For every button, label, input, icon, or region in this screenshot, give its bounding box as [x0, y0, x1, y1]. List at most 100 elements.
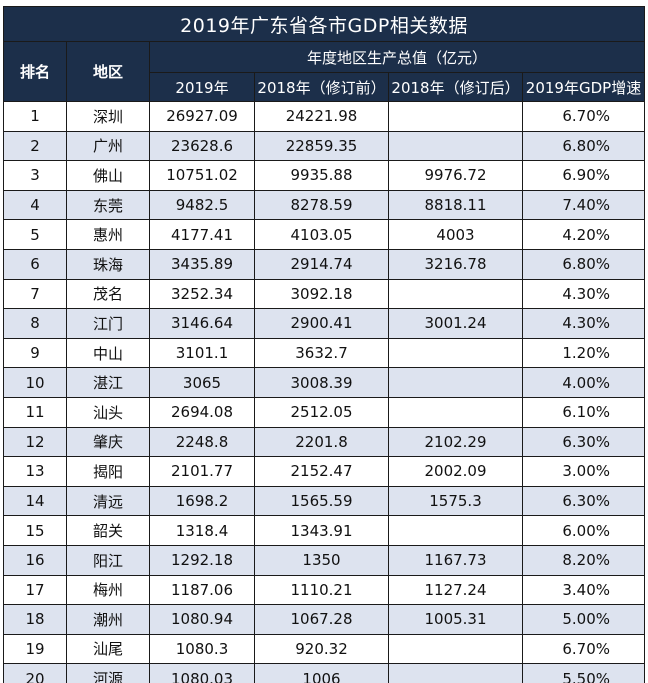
cell-region[interactable]: 肇庆 [66, 426, 150, 458]
cell-rank[interactable]: 11 [3, 396, 67, 428]
cell-gdp-2019[interactable]: 23628.6 [149, 130, 255, 162]
cell-rank[interactable]: 7 [3, 278, 67, 310]
cell-growth[interactable]: 4.20% [521, 219, 646, 250]
header-gdp-group[interactable]: 年度地区生产总值（亿元） [148, 41, 646, 73]
cell-gdp-2018-after[interactable]: 2002.09 [388, 456, 523, 487]
cell-gdp-2018-after[interactable] [388, 396, 523, 428]
cell-gdp-2018-before[interactable]: 2900.41 [254, 308, 389, 339]
cell-growth[interactable]: 6.70% [521, 101, 646, 132]
cell-rank[interactable]: 12 [3, 426, 67, 458]
cell-growth[interactable]: 5.50% [521, 663, 646, 683]
cell-gdp-2019[interactable]: 1080.3 [149, 633, 255, 665]
cell-growth[interactable]: 6.30% [521, 485, 646, 517]
cell-growth[interactable]: 6.80% [521, 130, 646, 162]
cell-region[interactable]: 湛江 [66, 367, 150, 398]
cell-gdp-2019[interactable]: 4177.41 [149, 219, 255, 250]
cell-gdp-2018-before[interactable]: 9935.88 [254, 160, 389, 191]
cell-gdp-2019[interactable]: 26927.09 [149, 101, 255, 132]
cell-gdp-2018-after[interactable]: 3216.78 [388, 248, 523, 280]
cell-rank[interactable]: 14 [3, 485, 67, 517]
cell-gdp-2018-before[interactable]: 2512.05 [254, 396, 389, 428]
cell-growth[interactable]: 3.00% [521, 456, 646, 487]
cell-gdp-2018-before[interactable]: 1006 [254, 663, 389, 683]
cell-rank[interactable]: 10 [3, 367, 67, 398]
cell-gdp-2018-before[interactable]: 2914.74 [254, 248, 389, 280]
cell-gdp-2018-after[interactable] [388, 367, 523, 398]
cell-gdp-2018-after[interactable] [388, 130, 523, 162]
cell-gdp-2018-before[interactable]: 3092.18 [254, 278, 389, 310]
cell-growth[interactable]: 8.20% [521, 544, 646, 576]
cell-gdp-2018-before[interactable]: 1110.21 [254, 574, 389, 606]
cell-region[interactable]: 珠海 [66, 248, 150, 280]
cell-region[interactable]: 韶关 [66, 515, 150, 546]
cell-gdp-2018-before[interactable]: 3632.7 [254, 337, 389, 369]
cell-growth[interactable]: 6.00% [521, 515, 646, 546]
cell-growth[interactable]: 7.40% [521, 189, 646, 221]
cell-gdp-2018-after[interactable] [388, 515, 523, 546]
cell-gdp-2018-after[interactable]: 9976.72 [388, 160, 523, 191]
cell-gdp-2018-before[interactable]: 8278.59 [254, 189, 389, 221]
cell-gdp-2019[interactable]: 1080.03 [149, 663, 255, 683]
cell-region[interactable]: 阳江 [66, 544, 150, 576]
cell-gdp-2018-after[interactable]: 2102.29 [388, 426, 523, 458]
cell-rank[interactable]: 4 [3, 189, 67, 221]
cell-gdp-2018-after[interactable] [388, 101, 523, 132]
table-title[interactable]: 2019年广东省各市GDP相关数据 [2, 6, 646, 42]
cell-region[interactable]: 揭阳 [66, 456, 150, 487]
cell-gdp-2018-before[interactable]: 1343.91 [254, 515, 389, 546]
cell-rank[interactable]: 13 [3, 456, 67, 487]
cell-gdp-2018-after[interactable]: 1005.31 [388, 604, 523, 635]
cell-gdp-2018-after[interactable] [388, 663, 523, 683]
cell-growth[interactable]: 3.40% [521, 574, 646, 606]
cell-gdp-2019[interactable]: 1698.2 [149, 485, 255, 517]
cell-gdp-2019[interactable]: 1080.94 [149, 604, 255, 635]
cell-gdp-2018-before[interactable]: 920.32 [254, 633, 389, 665]
header-region[interactable]: 地区 [66, 41, 150, 102]
cell-growth[interactable]: 5.00% [521, 604, 646, 635]
cell-rank[interactable]: 18 [3, 604, 67, 635]
cell-region[interactable]: 梅州 [66, 574, 150, 606]
cell-gdp-2018-after[interactable] [388, 278, 523, 310]
cell-gdp-2018-after[interactable]: 1575.3 [388, 485, 523, 517]
cell-gdp-2019[interactable]: 1187.06 [149, 574, 255, 606]
cell-growth[interactable]: 6.90% [521, 160, 646, 191]
cell-region[interactable]: 汕头 [66, 396, 150, 428]
cell-region[interactable]: 汕尾 [66, 633, 150, 665]
cell-gdp-2018-after[interactable]: 1167.73 [388, 544, 523, 576]
cell-gdp-2018-before[interactable]: 2152.47 [254, 456, 389, 487]
cell-growth[interactable]: 6.10% [521, 396, 646, 428]
cell-gdp-2019[interactable]: 10751.02 [149, 160, 255, 191]
header-rank[interactable]: 排名 [3, 41, 67, 102]
cell-gdp-2019[interactable]: 2248.8 [149, 426, 255, 458]
cell-gdp-2019[interactable]: 2101.77 [149, 456, 255, 487]
cell-rank[interactable]: 3 [3, 160, 67, 191]
cell-gdp-2018-before[interactable]: 1067.28 [254, 604, 389, 635]
cell-gdp-2018-before[interactable]: 24221.98 [254, 101, 389, 132]
cell-rank[interactable]: 20 [3, 663, 67, 683]
cell-gdp-2018-after[interactable]: 3001.24 [388, 308, 523, 339]
cell-gdp-2018-before[interactable]: 2201.8 [254, 426, 389, 458]
header-2018-before[interactable]: 2018年（修订前） [254, 72, 389, 102]
cell-gdp-2019[interactable]: 9482.5 [149, 189, 255, 221]
cell-gdp-2018-after[interactable]: 4003 [388, 219, 523, 250]
cell-rank[interactable]: 5 [3, 219, 67, 250]
cell-rank[interactable]: 15 [3, 515, 67, 546]
cell-gdp-2018-after[interactable] [388, 337, 523, 369]
cell-rank[interactable]: 17 [3, 574, 67, 606]
cell-rank[interactable]: 6 [3, 248, 67, 280]
cell-region[interactable]: 深圳 [66, 101, 150, 132]
cell-rank[interactable]: 9 [3, 337, 67, 369]
cell-rank[interactable]: 16 [3, 544, 67, 576]
cell-gdp-2018-before[interactable]: 1565.59 [254, 485, 389, 517]
cell-gdp-2019[interactable]: 1292.18 [149, 544, 255, 576]
cell-gdp-2018-before[interactable]: 22859.35 [254, 130, 389, 162]
cell-growth[interactable]: 1.20% [521, 337, 646, 369]
cell-gdp-2019[interactable]: 2694.08 [149, 396, 255, 428]
cell-region[interactable]: 潮州 [66, 604, 150, 635]
cell-gdp-2018-before[interactable]: 1350 [254, 544, 389, 576]
cell-gdp-2019[interactable]: 3252.34 [149, 278, 255, 310]
cell-gdp-2019[interactable]: 3435.89 [149, 248, 255, 280]
cell-region[interactable]: 茂名 [66, 278, 150, 310]
cell-rank[interactable]: 8 [3, 308, 67, 339]
cell-gdp-2018-after[interactable]: 1127.24 [388, 574, 523, 606]
